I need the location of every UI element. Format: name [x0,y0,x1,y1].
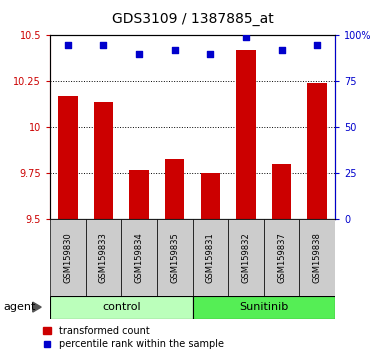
Bar [300,219,335,296]
Bar [264,219,300,296]
Text: GSM159834: GSM159834 [135,232,144,283]
Point [243,34,249,40]
Text: GSM159832: GSM159832 [241,232,250,283]
Bar [307,83,327,219]
Bar [157,219,192,296]
Text: GSM159831: GSM159831 [206,232,215,283]
Bar [121,219,157,296]
Bar [85,219,121,296]
Text: control: control [102,302,141,312]
Bar [201,173,220,219]
Text: GSM159837: GSM159837 [277,232,286,283]
Text: agent: agent [4,302,36,312]
Text: GSM159838: GSM159838 [313,232,321,283]
Bar [129,170,149,219]
Text: GDS3109 / 1387885_at: GDS3109 / 1387885_at [112,12,273,27]
Bar [192,296,335,319]
Bar [165,159,184,219]
Point [65,42,71,47]
Polygon shape [33,302,41,312]
Bar [58,96,78,219]
Bar [192,219,228,296]
Bar [94,102,113,219]
Legend: transformed count, percentile rank within the sample: transformed count, percentile rank withi… [44,326,224,349]
Bar [228,219,264,296]
Bar [50,219,85,296]
Text: Sunitinib: Sunitinib [239,302,288,312]
Bar [272,164,291,219]
Bar [236,50,256,219]
Point [278,47,285,53]
Point [172,47,178,53]
Point [136,51,142,57]
Point [314,42,320,47]
Text: GSM159830: GSM159830 [64,232,72,283]
Point [207,51,213,57]
Bar [50,296,192,319]
Point [100,42,107,47]
Text: GSM159835: GSM159835 [170,232,179,283]
Text: GSM159833: GSM159833 [99,232,108,283]
